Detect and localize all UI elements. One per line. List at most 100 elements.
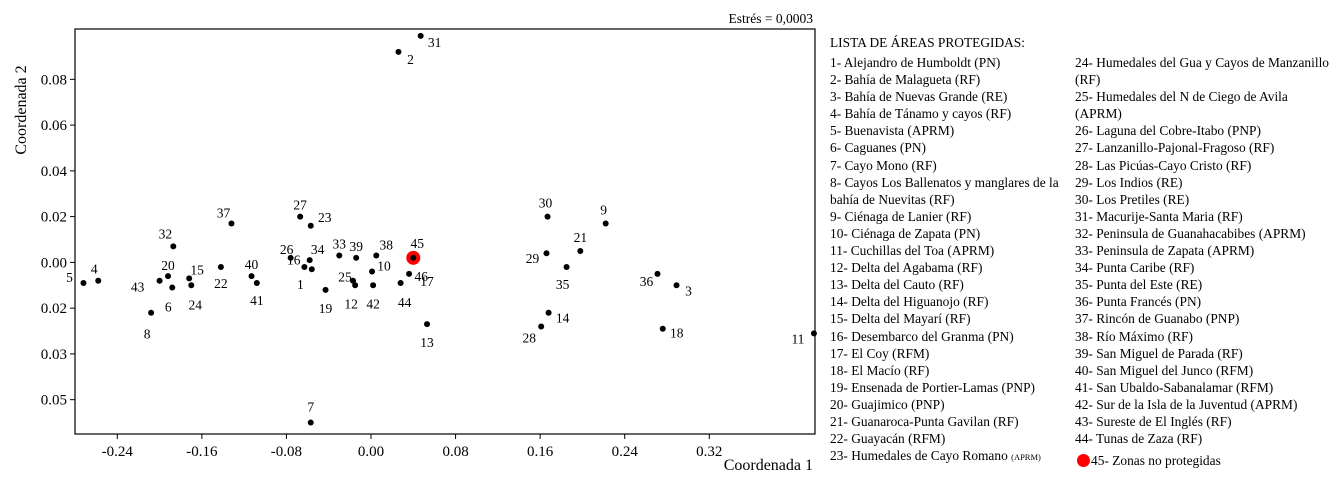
data-point bbox=[186, 275, 193, 282]
y-tick-label: 0.04 bbox=[41, 164, 68, 180]
data-point bbox=[170, 243, 177, 250]
legend-item: 23- Humedales de Cayo Romano (APRM) bbox=[830, 447, 1075, 466]
data-point-label: 15 bbox=[190, 262, 204, 277]
legend-item: 8- Cayos Los Ballenatos y manglares de l… bbox=[830, 174, 1059, 207]
data-point-label: 14 bbox=[556, 311, 570, 326]
legend-item: 18- El Macío (RF) bbox=[830, 362, 930, 378]
data-point bbox=[308, 266, 315, 273]
legend-item-unprotected: 45- Zonas no protegidas bbox=[1077, 452, 1221, 469]
legend-column-right: 24- Humedales del Gua y Cayos de Manzani… bbox=[1075, 54, 1335, 447]
data-point-label: 23 bbox=[318, 210, 332, 225]
legend-item: 21- Guanaroca-Punta Gavilan (RF) bbox=[830, 413, 1019, 429]
legend-item: 30- Los Pretiles (RE) bbox=[1075, 191, 1190, 207]
data-point bbox=[306, 257, 313, 264]
legend-item: 41- San Ubaldo-Sabanalamar (RFM) bbox=[1075, 379, 1274, 395]
data-point-label: 45 bbox=[411, 236, 425, 251]
data-point-label: 26 bbox=[280, 242, 294, 257]
data-point-label: 13 bbox=[420, 335, 434, 350]
data-point-label: 25 bbox=[338, 270, 352, 285]
data-point-label: 39 bbox=[349, 239, 363, 254]
legend-title: LISTA DE ÁREAS PROTEGIDAS: bbox=[830, 35, 1025, 50]
legend-item-category: (APRM) bbox=[1011, 452, 1041, 463]
data-point-label: 8 bbox=[144, 327, 151, 342]
data-point bbox=[301, 263, 308, 270]
data-point bbox=[545, 309, 552, 316]
scatter-plot: Estrés = 0,0003 Coordenada 1 Coordenada … bbox=[13, 11, 817, 474]
data-point-label: 6 bbox=[165, 300, 172, 315]
y-axis-ticks: 0.08 0.06 0.04 0.02 0.00 0.02 0.03 0.05 bbox=[41, 72, 75, 409]
data-point bbox=[810, 330, 817, 337]
legend-item: 38- Río Máximo (RF) bbox=[1075, 328, 1193, 344]
legend-item: 39- San Miguel de Parada (RF) bbox=[1075, 345, 1243, 361]
data-point bbox=[169, 284, 176, 291]
legend-item: 27- Lanzanillo-Pajonal-Fragoso (RF) bbox=[1075, 140, 1275, 156]
data-points: 1234567891011121314151617181920212223242… bbox=[66, 32, 817, 426]
y-tick-label: 0.03 bbox=[41, 347, 67, 363]
legend-item: 10- Ciénaga de Zapata (PN) bbox=[830, 225, 981, 241]
data-point bbox=[148, 309, 155, 316]
data-point bbox=[350, 277, 357, 284]
x-tick-label: 0.32 bbox=[696, 444, 722, 460]
legend-item: 32- Peninsula de Guanahacabibes (APRM) bbox=[1075, 225, 1306, 241]
data-point bbox=[577, 247, 584, 254]
data-point-label: 28 bbox=[522, 330, 536, 345]
legend-item: 29- Los Indios (RE) bbox=[1075, 174, 1183, 190]
data-point bbox=[307, 222, 314, 229]
data-point bbox=[654, 270, 661, 277]
data-point-label: 33 bbox=[333, 237, 347, 252]
data-point-label: 7 bbox=[307, 400, 314, 415]
data-point-label: 36 bbox=[640, 274, 654, 289]
data-point-label: 42 bbox=[366, 296, 380, 311]
data-point-label: 30 bbox=[539, 196, 553, 211]
data-point-label: 12 bbox=[344, 296, 358, 311]
legend-item: 17- El Coy (RFM) bbox=[830, 345, 930, 361]
plot-area-frame bbox=[74, 28, 816, 435]
data-point-label: 3 bbox=[685, 283, 692, 298]
legend-item: 36- Punta Francés (PN) bbox=[1075, 294, 1202, 310]
data-point bbox=[373, 252, 380, 259]
data-point bbox=[217, 263, 224, 270]
data-point-label: 38 bbox=[380, 238, 394, 253]
data-point bbox=[80, 279, 87, 286]
legend-item: 2- Bahía de Malagueta (RF) bbox=[830, 72, 981, 88]
legend-item: 40- San Miguel del Junco (RFM) bbox=[1075, 362, 1254, 378]
legend-item: 15- Delta del Mayarí (RF) bbox=[830, 311, 971, 327]
data-point-label: 11 bbox=[791, 331, 804, 346]
data-point-label: 35 bbox=[556, 277, 570, 292]
x-axis-title: Coordenada 1 bbox=[724, 457, 813, 474]
data-point bbox=[322, 286, 329, 293]
data-point bbox=[156, 277, 163, 284]
data-point-label: 10 bbox=[377, 259, 391, 274]
legend-item: 5- Buenavista (APRM) bbox=[830, 123, 955, 139]
legend-item: 43- Sureste de El Inglés (RF) bbox=[1075, 413, 1232, 429]
data-point-label: 5 bbox=[66, 270, 73, 285]
data-point bbox=[297, 213, 304, 220]
data-point bbox=[307, 419, 314, 426]
legend-item: 13- Delta del Cauto (RF) bbox=[830, 277, 964, 293]
data-point-label: 32 bbox=[159, 226, 173, 241]
data-point-label: 27 bbox=[293, 198, 307, 213]
legend-item: 31- Macurije-Santa Maria (RF) bbox=[1075, 208, 1243, 224]
legend-item: 7- Cayo Mono (RF) bbox=[830, 157, 937, 173]
red-dot-marker bbox=[1077, 454, 1090, 467]
data-point-label: 9 bbox=[600, 202, 607, 217]
data-point bbox=[424, 321, 431, 328]
data-point-label: 17 bbox=[420, 274, 434, 289]
legend-item: 4- Bahía de Tánamo y cayos (RF) bbox=[830, 106, 1012, 122]
data-point bbox=[417, 32, 424, 39]
legend-item: 1- Alejandro de Humboldt (PN) bbox=[830, 55, 1001, 70]
data-point bbox=[248, 273, 255, 280]
data-point bbox=[253, 279, 260, 286]
x-tick-label: -0.08 bbox=[271, 444, 302, 460]
data-point bbox=[352, 282, 359, 289]
data-point bbox=[397, 279, 404, 286]
data-point bbox=[228, 220, 235, 227]
data-point bbox=[410, 254, 417, 261]
legend-item: 16- Desembarco del Granma (PN) bbox=[830, 328, 1014, 344]
y-axis-title: Coordenada 2 bbox=[13, 65, 30, 154]
data-point bbox=[673, 282, 680, 289]
x-tick-label: 0.08 bbox=[442, 444, 468, 460]
data-point-label: 43 bbox=[131, 280, 145, 295]
legend-item: 11- Cuchillas del Toa (APRM) bbox=[830, 243, 995, 259]
y-tick-label: 0.02 bbox=[41, 210, 67, 226]
